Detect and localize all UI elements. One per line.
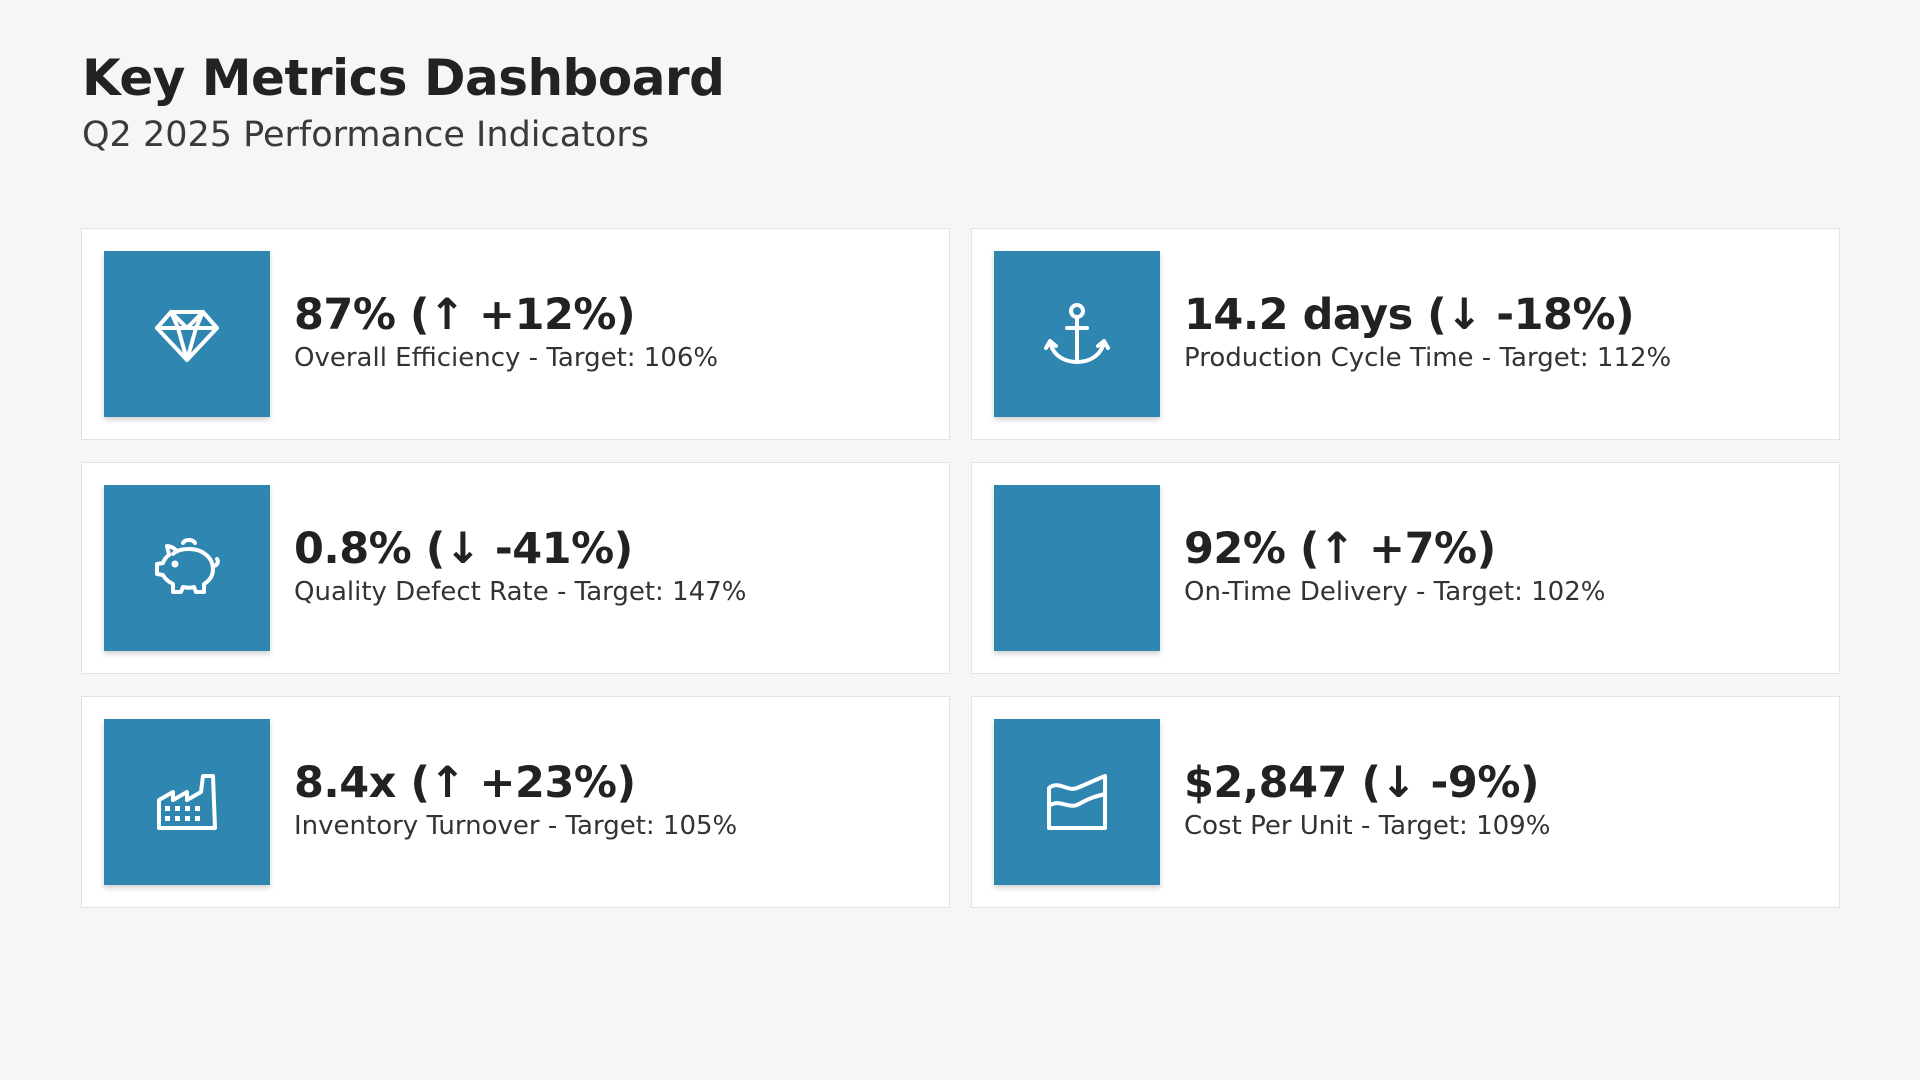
diamond-icon bbox=[104, 251, 270, 417]
metric-label: Cost Per Unit - Target: 109% bbox=[1184, 811, 1551, 841]
metric-card-inventory-turnover: 8.4x (↑ +23%) Inventory Turnover - Targe… bbox=[81, 696, 950, 908]
metric-value: 87% (↑ +12%) bbox=[294, 290, 636, 340]
metric-label: Quality Defect Rate - Target: 147% bbox=[294, 577, 747, 607]
blank-icon bbox=[994, 485, 1160, 651]
factory-icon bbox=[104, 719, 270, 885]
metric-label: Inventory Turnover - Target: 105% bbox=[294, 811, 738, 841]
metric-value: 8.4x (↑ +23%) bbox=[294, 758, 636, 808]
metric-value: $2,847 (↓ -9%) bbox=[1184, 758, 1540, 808]
metric-card-quality-defect-rate: 0.8% (↓ -41%) Quality Defect Rate - Targ… bbox=[81, 462, 950, 674]
metric-label: Overall Efficiency - Target: 106% bbox=[294, 343, 719, 373]
metrics-grid: 87% (↑ +12%) Overall Efficiency - Target… bbox=[81, 228, 1840, 908]
metric-value: 92% (↑ +7%) bbox=[1184, 524, 1496, 574]
anchor-icon bbox=[994, 251, 1160, 417]
metric-value: 0.8% (↓ -41%) bbox=[294, 524, 633, 574]
metric-text: 87% (↑ +12%) Overall Efficiency - Target… bbox=[294, 289, 929, 375]
metric-card-cost-per-unit: $2,847 (↓ -9%) Cost Per Unit - Target: 1… bbox=[971, 696, 1840, 908]
metric-card-on-time-delivery: 92% (↑ +7%) On-Time Delivery - Target: 1… bbox=[971, 462, 1840, 674]
area-chart-icon bbox=[994, 719, 1160, 885]
metric-text: 0.8% (↓ -41%) Quality Defect Rate - Targ… bbox=[294, 523, 929, 609]
page-subtitle: Q2 2025 Performance Indicators bbox=[82, 115, 649, 155]
metric-value: 14.2 days (↓ -18%) bbox=[1184, 290, 1635, 340]
metric-card-production-cycle-time: 14.2 days (↓ -18%) Production Cycle Time… bbox=[971, 228, 1840, 440]
metric-text: 8.4x (↑ +23%) Inventory Turnover - Targe… bbox=[294, 757, 929, 843]
piggy-bank-icon bbox=[104, 485, 270, 651]
page-title: Key Metrics Dashboard bbox=[82, 49, 725, 107]
metric-text: 92% (↑ +7%) On-Time Delivery - Target: 1… bbox=[1184, 523, 1819, 609]
metric-label: On-Time Delivery - Target: 102% bbox=[1184, 577, 1606, 607]
metric-label: Production Cycle Time - Target: 112% bbox=[1184, 343, 1672, 373]
metric-text: 14.2 days (↓ -18%) Production Cycle Time… bbox=[1184, 289, 1819, 375]
metric-card-overall-efficiency: 87% (↑ +12%) Overall Efficiency - Target… bbox=[81, 228, 950, 440]
header: Key Metrics Dashboard Q2 2025 Performanc… bbox=[82, 48, 725, 158]
metric-text: $2,847 (↓ -9%) Cost Per Unit - Target: 1… bbox=[1184, 757, 1819, 843]
